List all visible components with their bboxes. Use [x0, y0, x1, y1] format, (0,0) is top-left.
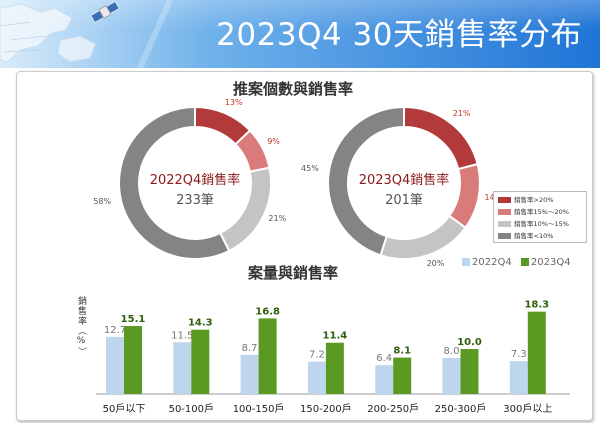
legend-label: 銷售率<10% [514, 232, 554, 240]
donut-2022-pct-label: 13% [224, 97, 243, 107]
legend-swatch [498, 209, 511, 215]
bar-value-label: 8.1 [393, 346, 411, 357]
bar-value-label: 12.7 [104, 325, 126, 336]
donut-2023-slice [327, 105, 405, 257]
bar-legend: 2022Q4 2023Q4 [456, 257, 571, 268]
legend-item: 銷售率15%～20% [498, 206, 569, 216]
x-tick-label: 150-200戶 [300, 403, 352, 415]
x-tick-label: 250-300戶 [435, 403, 487, 415]
donut-2023-pct-label: 20% [426, 258, 445, 268]
bar-value-label: 8.7 [242, 343, 258, 354]
bar-value-label: 10.0 [457, 337, 482, 348]
header-banner: 2023Q4 30天銷售率分布 [0, 0, 600, 68]
bar-section-title: 案量與銷售率 [248, 264, 339, 282]
legend-swatch [498, 197, 511, 203]
bar-2023Q4 [527, 311, 546, 394]
bar-value-label: 11.4 [323, 331, 348, 342]
donut-2022-pct-label: 58% [93, 196, 112, 206]
legend-label-2022: 2022Q4 [472, 257, 512, 268]
banner-background [0, 0, 600, 68]
x-tick-label: 100-150戶 [233, 403, 285, 415]
legend-swatch [498, 233, 511, 239]
bar-2022Q4 [442, 358, 461, 394]
legend-swatch [498, 221, 511, 227]
donut-2022-center-label: 2022Q4銷售率 [149, 173, 241, 188]
legend-swatch-2023 [520, 258, 529, 266]
bar-value-label: 7.3 [511, 349, 527, 360]
bar-2022Q4 [509, 361, 528, 394]
x-tick-label: 50戶以下 [103, 403, 146, 415]
legend-label: 銷售率>20% [514, 196, 554, 204]
bar-2022Q4 [240, 354, 259, 394]
y-axis-label: 銷售率（%） [76, 296, 86, 357]
bar-2023Q4 [460, 349, 479, 394]
legend-item: 銷售率<10% [498, 230, 553, 240]
bar-value-label: 6.4 [376, 353, 392, 364]
donut-2023-center-count: 201筆 [385, 193, 423, 208]
bar-2023Q4 [191, 329, 210, 394]
map-decoration-icon [0, 3, 97, 63]
bar-value-label: 11.5 [171, 330, 193, 341]
bar-value-label: 14.3 [188, 318, 213, 329]
bar-value-label: 15.1 [121, 314, 146, 325]
legend-label-2023: 2023Q4 [530, 257, 571, 268]
bar-value-label: 18.3 [524, 300, 549, 311]
bar-2023Q4 [325, 342, 344, 394]
donut-2022-slice [118, 105, 231, 260]
bar-2023Q4 [258, 318, 277, 394]
bar-2022Q4 [106, 336, 124, 394]
x-tick-label: 300戶以上 [503, 403, 552, 415]
legend-label: 銷售率10%～15% [514, 220, 569, 228]
bar-2022Q4 [307, 361, 326, 394]
satellite-icon [90, 1, 120, 23]
legend-item: 銷售率10%～15% [498, 218, 569, 228]
donut-legend: 銷售率>20% 銷售率15%～20% 銷售率10%～15% 銷售率<10% [493, 191, 587, 243]
x-tick-label: 200-250戶 [367, 403, 419, 415]
bar-2023Q4 [124, 326, 142, 394]
donut-2022-pct-label: 9% [267, 137, 280, 147]
donut-2023-center-label: 2023Q4銷售率 [358, 173, 450, 188]
bar-value-label: 16.8 [255, 306, 280, 317]
legend-swatch-2022 [462, 258, 470, 266]
bar-2023Q4 [393, 357, 412, 394]
donut-2023-pct-label: 45% [301, 163, 319, 173]
bar-2022Q4 [173, 342, 192, 394]
donut-section-title: 推案個數與銷售率 [233, 80, 354, 98]
bar-value-label: 8.0 [444, 346, 460, 357]
page-title: 2023Q4 30天銷售率分布 [216, 17, 582, 53]
legend-item: 銷售率>20% [498, 194, 553, 204]
bar-2022Q4 [375, 365, 394, 394]
legend-label: 銷售率15%～20% [514, 208, 569, 216]
donut-2022-pct-label: 21% [268, 214, 287, 224]
bar-value-label: 7.2 [309, 350, 325, 361]
donut-2023-pct-label: 21% [452, 109, 471, 119]
donut-2022-center-count: 233筆 [176, 193, 214, 208]
x-tick-label: 50-100戶 [169, 403, 214, 415]
